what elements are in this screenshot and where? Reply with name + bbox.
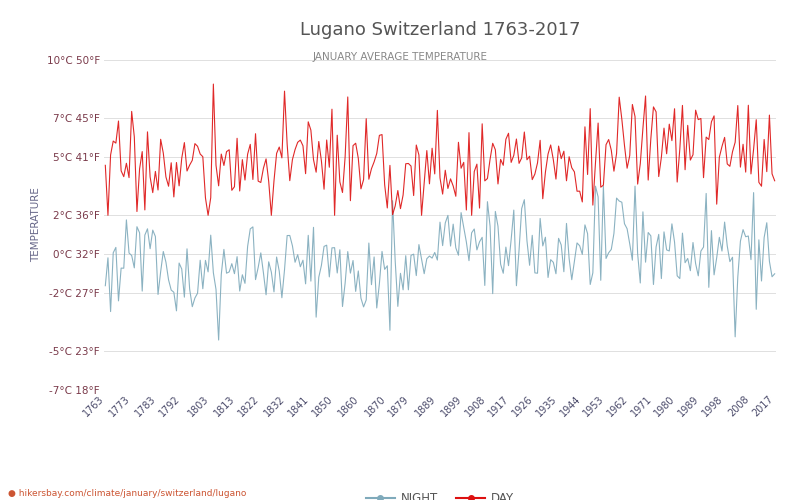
Text: ● hikersbay.com/climate/january/switzerland/lugano: ● hikersbay.com/climate/january/switzerl… [8, 488, 246, 498]
Title: Lugano Switzerland 1763-2017: Lugano Switzerland 1763-2017 [300, 21, 580, 39]
Y-axis label: TEMPERATURE: TEMPERATURE [31, 188, 41, 262]
Text: JANUARY AVERAGE TEMPERATURE: JANUARY AVERAGE TEMPERATURE [313, 52, 487, 62]
Legend: NIGHT, DAY: NIGHT, DAY [361, 487, 519, 500]
